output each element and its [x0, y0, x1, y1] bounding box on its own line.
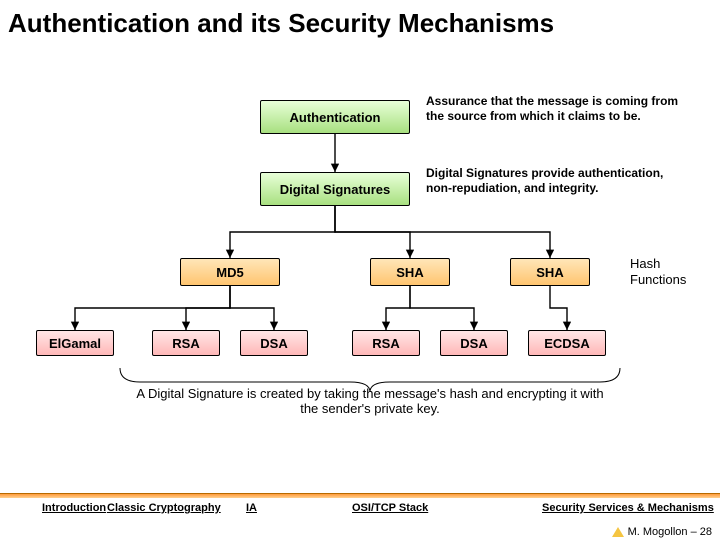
node-sha1: SHA [370, 258, 450, 286]
edge-sha2-ecdsa [550, 286, 567, 330]
footer-link-ia[interactable]: IA [244, 502, 259, 517]
footer: IntroductionClassic Cryptography IA OSI/TC… [0, 494, 720, 540]
footnote-text: A Digital Signature is created by taking… [130, 386, 610, 416]
credit-text: M. Mogollon – 28 [628, 526, 712, 538]
footer-link-introduction[interactable]: Introduction [40, 502, 108, 517]
triangle-icon [612, 527, 624, 537]
diagram-area: Assurance that the message is coming fro… [0, 50, 720, 430]
node-sha2: SHA [510, 258, 590, 286]
edge-sha1-dsa2 [410, 286, 474, 330]
node-dsa1: DSA [240, 330, 308, 356]
edge-sha1-rsa2 [386, 286, 410, 330]
node-dsig: Digital Signatures [260, 172, 410, 206]
node-rsa1: RSA [152, 330, 220, 356]
page-title: Authentication and its Security Mechanis… [0, 0, 720, 39]
node-auth: Authentication [260, 100, 410, 134]
node-ecdsa: ECDSA [528, 330, 606, 356]
footer-link-classic-cryptography[interactable]: Classic Cryptography [105, 502, 223, 517]
hash-functions-label: Hash Functions [630, 256, 700, 287]
footer-link-osi-tcp-stack[interactable]: OSI/TCP Stack [350, 502, 430, 517]
auth-description: Assurance that the message is coming fro… [426, 94, 682, 124]
node-elg: ElGamal [36, 330, 114, 356]
edge-dsig-sha2 [335, 206, 550, 258]
edge-dsig-md5 [230, 206, 335, 258]
edge-md5-dsa1 [230, 286, 274, 330]
footer-link-security-services-mechanisms[interactable]: Security Services & Mechanisms [540, 502, 716, 517]
node-rsa2: RSA [352, 330, 420, 356]
node-md5: MD5 [180, 258, 280, 286]
dsig-description: Digital Signatures provide authenticatio… [426, 166, 666, 196]
edge-md5-rsa1 [186, 286, 230, 330]
node-dsa2: DSA [440, 330, 508, 356]
footer-links: IntroductionClassic Cryptography IA OSI/TC… [0, 494, 720, 522]
credit: M. Mogollon – 28 [612, 526, 712, 538]
